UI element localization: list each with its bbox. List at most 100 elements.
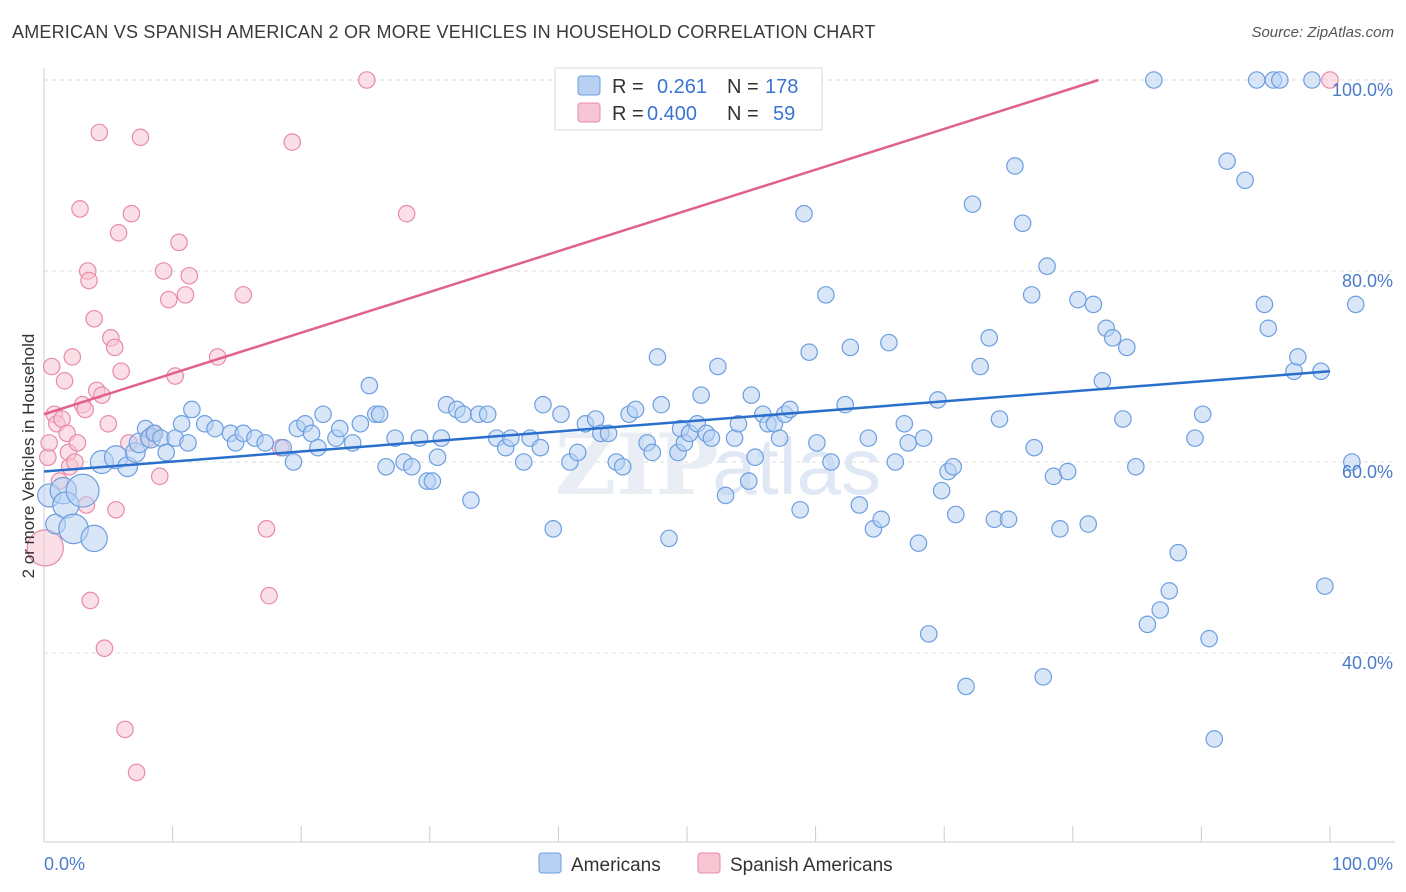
point-spanish-americans <box>85 309 103 328</box>
point-americans <box>1058 462 1077 481</box>
point-americans <box>872 510 890 529</box>
point-americans <box>1346 295 1365 314</box>
point-spanish-americans <box>154 262 173 280</box>
y-tick-label: 60.0% <box>1342 462 1393 482</box>
legend-r-value: 0.261 <box>657 76 707 98</box>
point-americans <box>791 500 809 519</box>
point-americans <box>1093 372 1112 390</box>
series-americans <box>37 71 1365 748</box>
point-americans <box>360 376 379 395</box>
point-americans <box>946 505 965 524</box>
legend-n-value: 59 <box>773 103 795 125</box>
point-spanish-americans <box>1321 71 1339 89</box>
point-spanish-americans <box>81 591 100 610</box>
point-americans <box>1145 71 1163 89</box>
point-americans <box>284 453 303 471</box>
point-americans <box>80 524 108 553</box>
bottom-legend: Americans Spanish Americans <box>538 852 893 876</box>
point-americans <box>206 419 224 438</box>
point-americans <box>702 429 721 447</box>
point-americans <box>1151 601 1170 619</box>
point-americans <box>886 453 905 471</box>
point-americans <box>739 472 758 490</box>
point-spanish-americans <box>107 500 125 519</box>
point-spanish-americans <box>131 128 150 147</box>
point-americans <box>1200 629 1218 648</box>
point-americans <box>613 457 632 476</box>
y-tick-label: 80.0% <box>1342 271 1393 291</box>
bottom-legend-swatch-spanish-americans <box>697 852 721 874</box>
point-americans <box>729 414 748 433</box>
y-tick-label: 40.0% <box>1342 653 1393 673</box>
legend-n-label: N = <box>727 76 759 98</box>
legend-n-value: 178 <box>765 76 798 98</box>
point-americans <box>370 405 389 424</box>
point-americans <box>1051 520 1069 538</box>
point-spanish-americans <box>357 71 376 89</box>
point-americans <box>1069 290 1087 309</box>
legend-r-label: R = <box>612 76 644 98</box>
point-americans <box>531 438 550 457</box>
point-americans <box>302 424 321 443</box>
point-americans <box>544 520 563 538</box>
point-americans <box>1218 152 1236 170</box>
point-americans <box>944 457 963 476</box>
point-americans <box>963 195 982 213</box>
point-americans <box>599 424 618 443</box>
point-americans <box>1289 348 1307 366</box>
point-spanish-americans <box>112 362 130 381</box>
point-americans <box>1127 457 1145 476</box>
point-americans <box>351 414 370 433</box>
point-americans <box>909 534 928 552</box>
point-spanish-americans <box>63 348 82 366</box>
point-americans <box>808 434 826 452</box>
point-americans <box>990 410 1009 428</box>
point-americans <box>980 329 999 347</box>
point-americans <box>256 434 274 452</box>
point-americans <box>692 386 710 404</box>
point-americans <box>1160 582 1179 600</box>
point-americans <box>746 448 764 467</box>
x-tick-label: 0.0% <box>44 854 85 874</box>
point-spanish-americans <box>180 266 199 285</box>
point-americans <box>1193 405 1212 424</box>
point-spanish-americans <box>105 338 124 357</box>
point-americans <box>330 419 349 438</box>
point-spanish-americans <box>170 233 188 252</box>
point-americans <box>1343 453 1361 471</box>
point-americans <box>1236 171 1254 190</box>
legend-r-value: 0.400 <box>647 103 697 125</box>
point-spanish-americans <box>26 529 64 567</box>
point-americans <box>652 395 671 414</box>
point-americans <box>1006 157 1024 175</box>
point-americans <box>1118 338 1136 357</box>
point-americans <box>770 429 789 447</box>
chart-title: AMERICAN VS SPANISH AMERICAN 2 OR MORE V… <box>12 22 876 42</box>
point-americans <box>841 338 860 357</box>
legend-r-label: R = <box>612 103 644 125</box>
point-spanish-americans <box>71 200 89 218</box>
bottom-legend-spanish-americans: Spanish Americans <box>730 855 893 876</box>
point-americans <box>534 395 552 414</box>
point-americans <box>1169 543 1188 562</box>
point-americans <box>899 434 917 452</box>
point-americans <box>309 438 327 457</box>
point-americans <box>999 510 1018 529</box>
point-americans <box>919 625 938 643</box>
point-americans <box>502 429 520 447</box>
point-americans <box>709 357 727 376</box>
point-americans <box>1303 71 1321 89</box>
point-spanish-americans <box>176 286 195 304</box>
point-americans <box>928 391 947 409</box>
point-americans <box>971 357 990 376</box>
point-americans <box>454 405 473 424</box>
point-americans <box>660 529 678 548</box>
point-americans <box>432 429 451 447</box>
y-axis-label: 2 or more Vehicles in Household <box>19 334 38 579</box>
x-tick-labels: 0.0% 100.0% <box>44 854 1393 874</box>
trend-line-spanish-americans <box>43 78 1099 416</box>
point-americans <box>1259 319 1278 338</box>
trend-line-americans <box>43 370 1331 473</box>
point-americans <box>626 400 645 419</box>
legend-swatch-spanish-americans <box>577 102 601 123</box>
